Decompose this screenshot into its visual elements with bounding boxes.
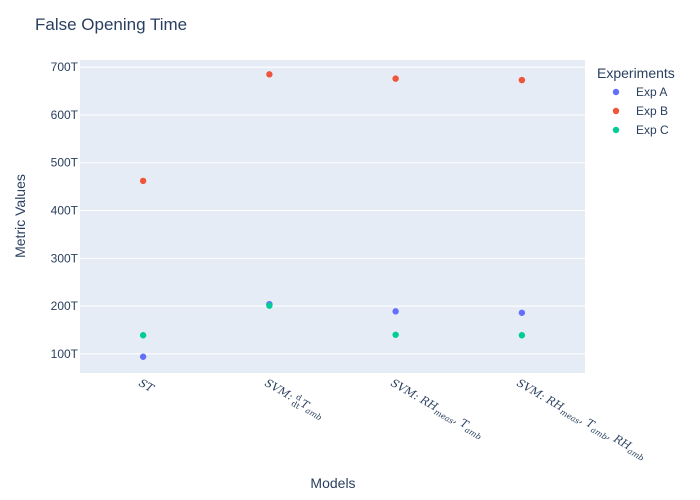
data-point[interactable] (392, 331, 399, 338)
legend-marker (612, 126, 620, 134)
legend-item-exp-b[interactable]: Exp B (612, 104, 668, 118)
legend-label: Exp B (636, 104, 668, 118)
y-tick-labels: 100T 200T 300T 400T 500T 600T 700T (51, 60, 79, 361)
data-point[interactable] (266, 71, 273, 78)
chart-title: False Opening Time (35, 15, 187, 34)
plot-area (80, 60, 585, 373)
x-tick-label-st: ST (137, 376, 158, 396)
y-tick-label: 200T (51, 299, 79, 313)
legend-marker (612, 88, 620, 96)
data-point[interactable] (139, 353, 147, 360)
x-tick-label-svm-ddt-tamb: SVM: ddtTamb (261, 375, 327, 423)
legend-label: Exp A (636, 85, 667, 99)
data-point[interactable] (139, 332, 147, 339)
data-point[interactable] (139, 177, 147, 185)
y-tick-label: 600T (51, 108, 79, 122)
y-tick-label: 400T (51, 204, 79, 218)
y-tick-label: 500T (51, 156, 79, 170)
data-point[interactable] (518, 332, 526, 339)
series-exp-b (139, 71, 526, 185)
gridlines (80, 66, 585, 355)
data-point[interactable] (392, 75, 399, 82)
y-tick-label: 300T (51, 251, 79, 265)
x-tick-label-svm-rhmeas-tamb-rhamb: SVM: RHmeas, Tamb, RHamb (514, 376, 649, 463)
legend-label: Exp C (636, 123, 669, 137)
y-tick-label: 100T (51, 347, 79, 361)
y-tick-label: 700T (51, 60, 79, 74)
legend-item-exp-c[interactable]: Exp C (612, 123, 669, 137)
x-tick-label-svm-rhmeas-tamb: SVM: RHmeas, Tamb (388, 376, 486, 441)
y-axis-title: Metric Values (12, 174, 28, 258)
data-points (139, 71, 526, 360)
x-axis-title: Models (310, 475, 355, 491)
series-exp-c (139, 302, 526, 339)
legend-title: Experiments (597, 65, 675, 81)
legend-item-exp-a[interactable]: Exp A (612, 85, 668, 99)
data-point[interactable] (518, 76, 526, 84)
data-point[interactable] (266, 302, 273, 309)
legend[interactable]: Experiments Exp A Exp B Exp C (597, 65, 675, 137)
legend-marker (612, 107, 620, 115)
x-tick-labels: ST SVM: ddtTamb SVM: RHmeas, Tamb SVM: R… (137, 375, 649, 462)
data-point[interactable] (392, 308, 399, 315)
data-point[interactable] (518, 309, 526, 316)
